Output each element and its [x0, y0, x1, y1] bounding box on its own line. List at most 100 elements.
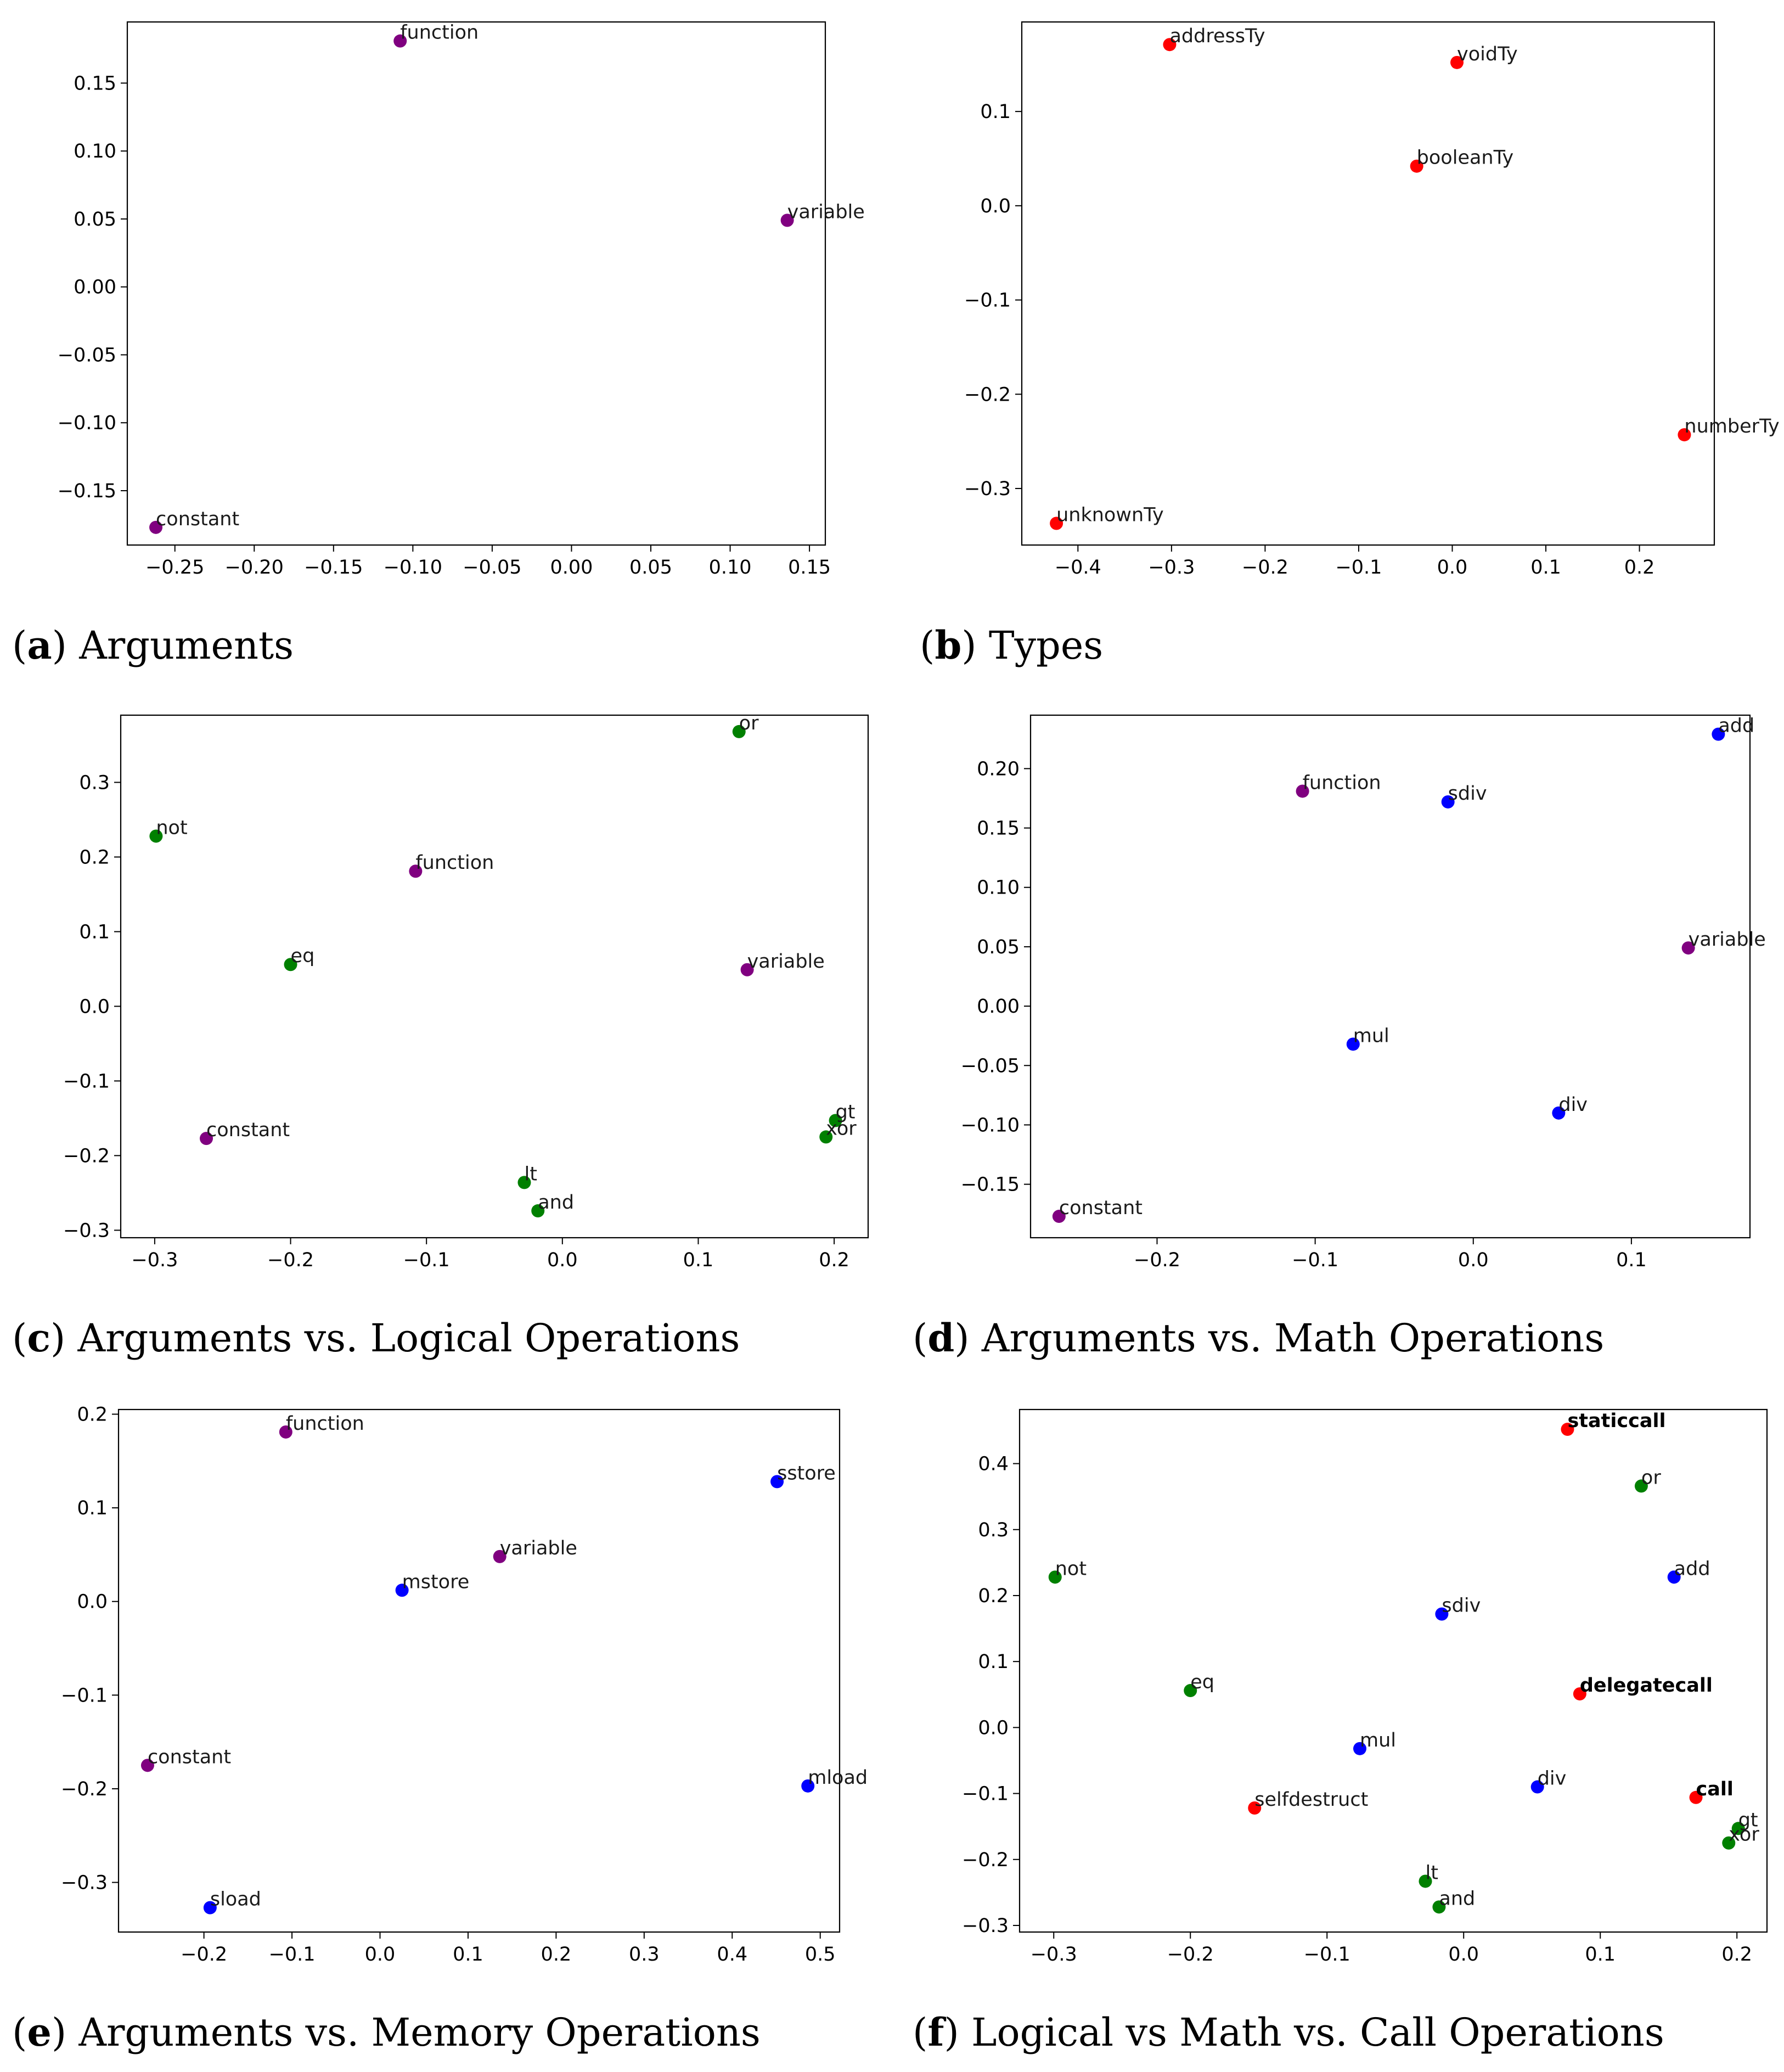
- point-function: [393, 34, 407, 48]
- panel-caption: (c) Arguments vs. Logical Operations: [12, 1315, 740, 1361]
- x-tick-label: 0.3: [629, 1944, 660, 1966]
- point-addressTy: [1163, 38, 1177, 52]
- point-label-xor: xor: [826, 1118, 857, 1139]
- x-tick-label: −0.1: [1335, 557, 1382, 579]
- x-tick-label: −0.1: [1292, 1249, 1338, 1271]
- panel-caption: (d) Arguments vs. Math Operations: [913, 1315, 1604, 1361]
- y-tick-label: −0.10: [58, 412, 116, 434]
- x-tick-label: 0.0: [1448, 1944, 1479, 1966]
- point-variable: [493, 1549, 507, 1563]
- point-or: [732, 725, 746, 738]
- x-tick-label: 0.05: [629, 557, 672, 579]
- point-div: [1530, 1780, 1544, 1794]
- panel-a: −0.25 −0.20 −0.15 −0.10 −0.05 0.00 0.05 0.10 0.1…: [12, 21, 865, 668]
- point-add: [1712, 727, 1725, 741]
- x-tick-label: −0.2: [267, 1249, 314, 1271]
- x-tick-label: −0.4: [1055, 557, 1101, 579]
- point-label-sdiv: sdiv: [1442, 1595, 1481, 1617]
- point-label-constant: constant: [148, 1746, 231, 1768]
- point-eq: [284, 958, 297, 972]
- point-xor: [1722, 1836, 1736, 1850]
- panel-caption: (a) Arguments: [12, 622, 294, 668]
- x-tick-label: −0.2: [1134, 1249, 1180, 1271]
- y-tick-label: −0.3: [962, 1915, 1009, 1937]
- y-tick-label: 0.15: [74, 72, 116, 94]
- point-constant: [1052, 1210, 1066, 1223]
- y-tick-label: 0.2: [77, 1404, 108, 1426]
- y-tick-label: −0.1: [63, 1070, 110, 1092]
- point-label-sload: sload: [210, 1889, 261, 1911]
- y-tick-label: 0.00: [977, 996, 1020, 1018]
- point-sdiv: [1435, 1607, 1449, 1621]
- point-label-or: or: [1641, 1467, 1661, 1489]
- panel-caption: (f) Logical vs Math vs. Call Operations: [913, 2009, 1664, 2055]
- y-tick-label: 0.2: [978, 1585, 1009, 1607]
- panel-d: −0.2 −0.1 0.0 0.1 −0.15 −0.10 −0.05 0.00 0.05 0.1…: [913, 714, 1766, 1361]
- point-label-div: div: [1538, 1768, 1567, 1790]
- y-tick-label: 0.1: [978, 1651, 1009, 1673]
- point-and: [531, 1204, 545, 1218]
- x-tick-label: 0.1: [1616, 1249, 1647, 1271]
- y-tick-label: −0.1: [964, 290, 1011, 312]
- x-tick-label: −0.1: [269, 1944, 316, 1966]
- point-gt: [1731, 1822, 1745, 1835]
- y-tick-label: −0.05: [961, 1055, 1020, 1077]
- y-tick-label: −0.2: [61, 1778, 108, 1800]
- point-label-not: not: [1055, 1558, 1087, 1580]
- point-label-function: function: [415, 852, 494, 874]
- y-tick-label: −0.2: [964, 384, 1011, 406]
- point-label-eq: eq: [291, 945, 315, 967]
- point-label-constant: constant: [156, 508, 239, 530]
- point-variable: [780, 214, 794, 227]
- point-label-function: function: [286, 1413, 364, 1435]
- point-sload: [203, 1901, 217, 1914]
- point-constant: [149, 520, 163, 534]
- point-sstore: [770, 1475, 784, 1489]
- point-staticcall: [1561, 1423, 1574, 1436]
- point-label-not: not: [156, 817, 187, 839]
- plot-frame: [1021, 21, 1715, 546]
- x-tick-label: 0.15: [788, 557, 831, 579]
- point-label-unknownTy: unknownTy: [1056, 504, 1164, 526]
- x-tick-label: −0.10: [384, 557, 442, 579]
- y-tick-label: 0.10: [977, 877, 1020, 899]
- x-tick-label: 0.0: [365, 1944, 396, 1966]
- point-not: [149, 829, 163, 843]
- point-label-and: and: [538, 1192, 574, 1214]
- x-tick-label: 0.4: [717, 1944, 747, 1966]
- point-mul: [1353, 1742, 1366, 1755]
- point-label-function: function: [400, 22, 479, 44]
- x-tick-label: 0.2: [819, 1249, 849, 1271]
- x-tick-label: −0.3: [131, 1249, 178, 1271]
- x-tick-label: −0.3: [1148, 557, 1195, 579]
- point-lt: [517, 1176, 531, 1189]
- point-label-add: add: [1718, 715, 1754, 737]
- x-tick-label: 0.2: [541, 1944, 572, 1966]
- x-tick-label: −0.2: [181, 1944, 227, 1966]
- point-constant: [140, 1759, 154, 1772]
- point-label-voidTy: voidTy: [1457, 43, 1518, 65]
- point-or: [1634, 1479, 1648, 1493]
- point-label-variable: variable: [1689, 929, 1766, 951]
- y-tick-label: 0.0: [978, 1717, 1009, 1739]
- point-function: [409, 864, 423, 878]
- y-tick-label: −0.1: [962, 1783, 1009, 1805]
- y-tick-label: −0.2: [63, 1145, 110, 1167]
- plot-frame: [1018, 1408, 1768, 1933]
- point-label-call: call: [1696, 1778, 1734, 1800]
- x-tick-label: −0.15: [304, 557, 363, 579]
- y-tick-label: 0.20: [977, 758, 1020, 780]
- point-delegatecall: [1573, 1687, 1586, 1701]
- point-function: [1296, 784, 1309, 798]
- point-label-sdiv: sdiv: [1448, 783, 1487, 805]
- point-and: [1432, 1900, 1446, 1914]
- y-tick-label: 0.1: [980, 101, 1011, 123]
- x-tick-label: −0.3: [1031, 1944, 1077, 1966]
- panel-caption: (b) Types: [920, 622, 1103, 668]
- panel-f: −0.3 −0.2 −0.1 0.0 0.1 0.2 −0.3 −0.2 −0.1 0.0 0.1 0…: [913, 1408, 1768, 2055]
- x-tick-label: 0.1: [683, 1249, 714, 1271]
- x-tick-label: −0.1: [1304, 1944, 1350, 1966]
- x-tick-label: −0.1: [403, 1249, 450, 1271]
- x-tick-label: 0.1: [453, 1944, 483, 1966]
